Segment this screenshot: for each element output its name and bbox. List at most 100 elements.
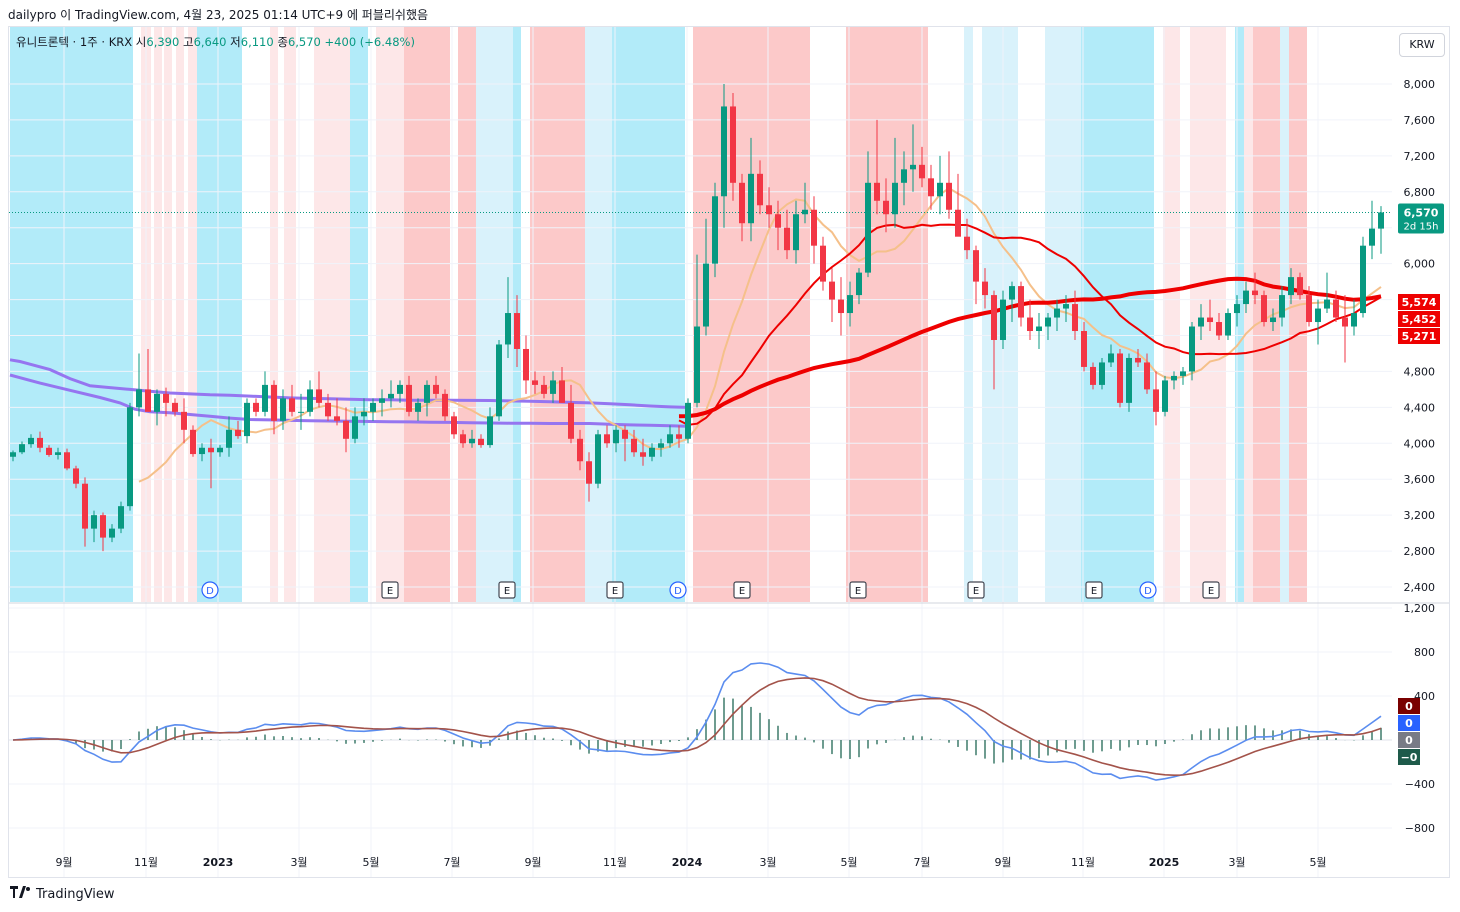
candle-body: [1072, 304, 1078, 332]
grid-lines: [9, 27, 1449, 877]
bg-band: [197, 27, 242, 602]
candle-body: [532, 380, 538, 385]
earnings-marker[interactable]: E: [498, 581, 516, 599]
earnings-marker[interactable]: E: [1085, 581, 1103, 599]
ma-value-label: 5,452: [1402, 313, 1437, 326]
candle-body: [271, 384, 277, 421]
bg-band: [1081, 27, 1154, 602]
candle-body: [388, 393, 394, 399]
bg-band: [376, 27, 404, 602]
candle-body: [1135, 357, 1141, 363]
candle-body: [1261, 295, 1267, 323]
marker-box: [849, 581, 867, 599]
candle-body: [874, 182, 880, 201]
candle-body: [136, 389, 142, 408]
candle-body: [262, 384, 268, 412]
bar-countdown: 2d 15h: [1404, 221, 1439, 232]
earnings-marker[interactable]: E: [381, 581, 399, 599]
price-tick-label: 2,400: [1404, 581, 1436, 594]
candle-body: [1342, 317, 1348, 327]
bg-band: [964, 27, 973, 602]
candle-body: [1108, 353, 1114, 363]
candle-body: [73, 468, 79, 484]
candle-body: [469, 438, 475, 444]
candle-body: [316, 389, 322, 403]
price-tick-label: 3,600: [1404, 473, 1436, 486]
ma-value-badge: [1398, 311, 1440, 327]
bg-band: [1163, 27, 1180, 602]
earnings-marker[interactable]: E: [733, 581, 751, 599]
price-tick-label: 7,600: [1404, 114, 1436, 127]
earnings-marker[interactable]: E: [967, 581, 985, 599]
candle-body: [955, 209, 961, 237]
marker-letter: E: [739, 586, 745, 597]
candle-body: [1378, 212, 1384, 229]
low-label: 저: [230, 35, 241, 49]
candle-body: [946, 182, 952, 210]
candle-body: [415, 402, 421, 412]
candle-body: [1297, 277, 1303, 296]
candle-body: [1081, 331, 1087, 367]
candle-body: [55, 452, 61, 455]
time-tick-label: 5월: [840, 856, 857, 869]
dividend-marker[interactable]: D: [201, 581, 219, 599]
footer-brand[interactable]: TradingView: [10, 886, 115, 902]
candle-body: [1063, 304, 1069, 309]
macd-tick-label: 1,200: [1404, 602, 1436, 615]
candle-body: [586, 461, 592, 484]
candle-body: [100, 515, 106, 538]
macd-value-label: −0: [1401, 751, 1418, 764]
candle-body: [865, 182, 871, 273]
candle-body: [235, 429, 241, 437]
candle-body: [892, 182, 898, 215]
candle-body: [1018, 286, 1024, 318]
symbol-legend: 유니트론텍 · 1주 · KRX 시6,390 고6,640 저6,110 종6…: [16, 34, 415, 50]
marker-letter: E: [1208, 586, 1214, 597]
candle-body: [784, 227, 790, 251]
candle-body: [379, 398, 385, 403]
candle-body: [928, 178, 934, 197]
candle-body: [334, 416, 340, 421]
bg-band: [585, 27, 612, 602]
currency-button[interactable]: KRW: [1399, 33, 1445, 57]
candle-body: [721, 106, 727, 197]
candle-body: [766, 205, 772, 215]
candle-body: [631, 438, 637, 453]
price-chart[interactable]: 8,0007,6007,2006,8006,4006,0005,6005,200…: [0, 0, 1460, 880]
signal-line: [12, 677, 1382, 777]
time-tick-label: 7월: [913, 856, 930, 869]
marker-letter: D: [206, 586, 214, 597]
macd-tick-label: 800: [1414, 646, 1435, 659]
candle-body: [1036, 326, 1042, 332]
time-tick-label: 3월: [1228, 856, 1245, 869]
marker-letter: E: [973, 586, 979, 597]
candle-body: [658, 443, 664, 448]
earnings-marker[interactable]: E: [1202, 581, 1220, 599]
bg-band: [530, 27, 585, 602]
candle-body: [298, 411, 304, 413]
dividend-marker[interactable]: D: [1139, 581, 1157, 599]
candle-body: [433, 384, 439, 394]
macd-line: [12, 662, 1382, 781]
candle-body: [1279, 295, 1285, 318]
candle-body: [1162, 380, 1168, 412]
candle-body: [1270, 317, 1276, 323]
earnings-marker[interactable]: E: [606, 581, 624, 599]
candle-body: [856, 272, 862, 296]
candle-body: [1045, 317, 1051, 327]
bg-band: [612, 27, 685, 602]
earnings-marker[interactable]: E: [849, 581, 867, 599]
price-tick-label: 8,000: [1404, 78, 1436, 91]
candle-body: [460, 434, 466, 444]
bg-band: [270, 27, 278, 602]
candle-body: [280, 398, 286, 421]
marker-circle: [669, 581, 687, 599]
candle-body: [496, 344, 502, 417]
candle-body: [964, 236, 970, 251]
candle-body: [1333, 299, 1339, 318]
candle-body: [910, 164, 916, 170]
bg-band: [314, 27, 350, 602]
macd-tick-label: −800: [1405, 822, 1435, 835]
dividend-marker[interactable]: D: [669, 581, 687, 599]
